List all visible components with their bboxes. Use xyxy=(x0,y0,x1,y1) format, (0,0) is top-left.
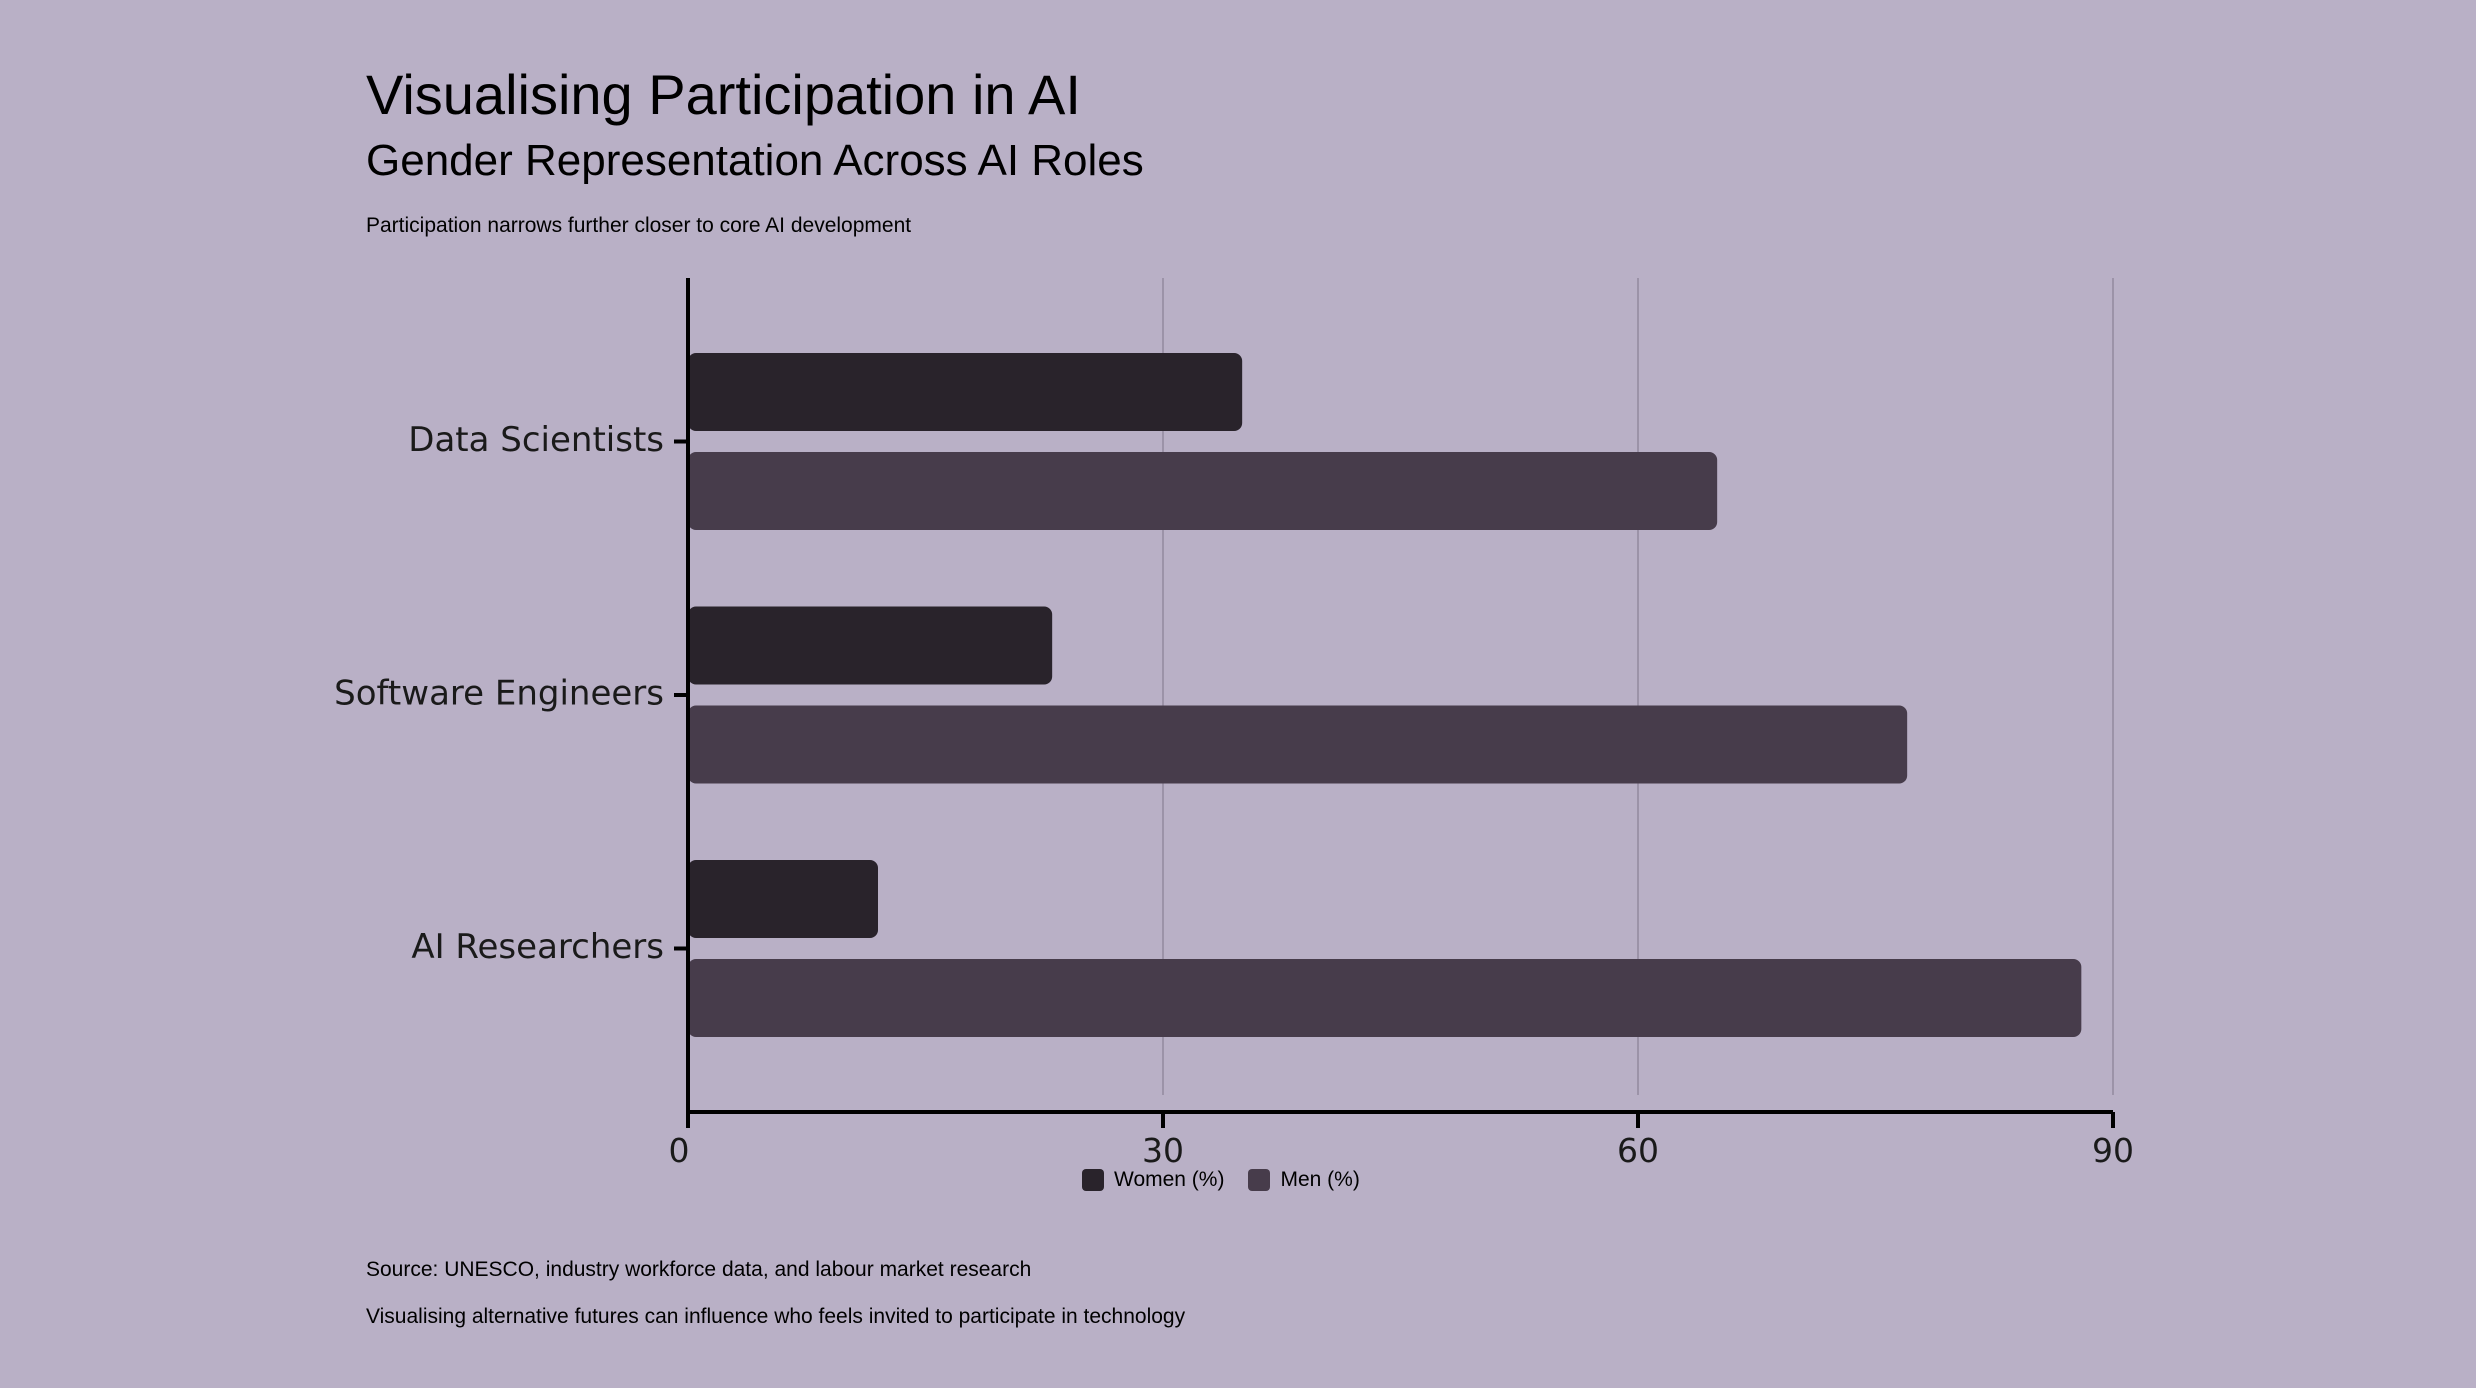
bar-women-2 xyxy=(688,860,878,938)
chart-caption: Participation narrows further closer to … xyxy=(366,214,912,237)
bar-men-2 xyxy=(688,959,2082,1037)
legend-item-men: Men (%) xyxy=(1248,1168,1360,1192)
legend-item-women: Women (%) xyxy=(1082,1168,1224,1192)
legend-label-women: Women (%) xyxy=(1114,1168,1225,1191)
chart-subtitle: Gender Representation Across AI Roles xyxy=(366,136,1144,185)
footnote: Visualising alternative futures can infl… xyxy=(366,1305,1186,1328)
chart-legend: Women (%) Men (%) xyxy=(1082,1168,1384,1192)
legend-swatch-men xyxy=(1248,1169,1271,1191)
bar-men-0 xyxy=(688,452,1718,530)
source-note: Source: UNESCO, industry workforce data,… xyxy=(366,1258,1032,1281)
legend-label-men: Men (%) xyxy=(1280,1168,1360,1191)
legend-swatch-women xyxy=(1082,1169,1104,1191)
x-tick-label-90: 90 xyxy=(2092,1131,2134,1170)
bar-women-1 xyxy=(688,606,1053,685)
chart-title: Visualising Participation in AI xyxy=(366,63,1081,126)
bar-men-1 xyxy=(688,705,1908,784)
bar-women-0 xyxy=(688,353,1243,431)
x-tick-label-60: 60 xyxy=(1617,1131,1659,1170)
x-tick-label-30: 30 xyxy=(1142,1131,1184,1170)
category-label-0: Data Scientists xyxy=(408,420,664,460)
x-tick-label-0: 0 xyxy=(669,1131,690,1170)
category-label-1: Software Engineers xyxy=(334,674,664,714)
category-label-2: AI Researchers xyxy=(411,927,664,967)
